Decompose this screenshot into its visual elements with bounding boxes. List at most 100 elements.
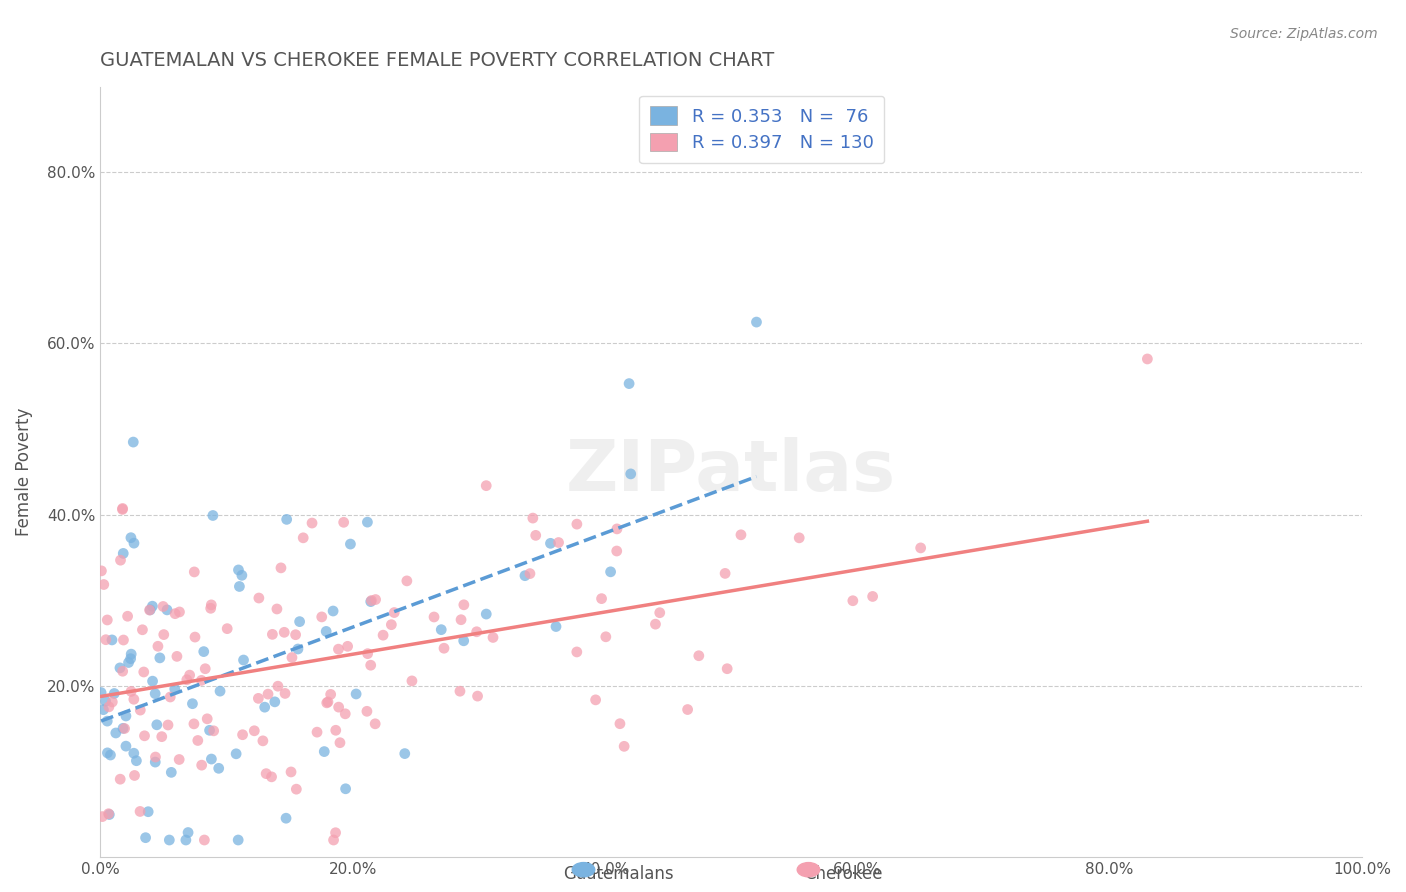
Cherokee: [247, 591, 270, 605]
Cherokee: [111, 665, 134, 679]
Cherokee: [129, 703, 152, 717]
Cherokee: [124, 768, 146, 782]
Cherokee: [193, 833, 215, 847]
Guatemalans: [231, 568, 253, 582]
Cherokee: [644, 617, 666, 632]
Cherokee: [200, 601, 222, 615]
Guatemalans: [344, 687, 367, 701]
Guatemalans: [146, 718, 169, 732]
Guatemalans: [93, 703, 115, 717]
Cherokee: [97, 806, 120, 821]
Guatemalans: [125, 754, 148, 768]
Cherokee: [243, 723, 266, 738]
Cherokee: [371, 628, 394, 642]
Cherokee: [110, 553, 132, 567]
Cherokee: [319, 687, 342, 701]
Guatemalans: [111, 722, 134, 736]
Cherokee: [292, 531, 315, 545]
Cherokee: [322, 833, 344, 847]
Cherokee: [591, 591, 613, 606]
Cherokee: [522, 511, 544, 525]
Cherokee: [648, 606, 671, 620]
Cherokee: [613, 739, 636, 754]
Guatemalans: [288, 615, 311, 629]
Guatemalans: [201, 508, 224, 523]
Cherokee: [200, 598, 222, 612]
Guatemalans: [360, 594, 382, 608]
Cherokee: [111, 502, 134, 516]
Guatemalans: [122, 435, 145, 450]
Cherokee: [315, 696, 337, 710]
Cherokee: [395, 574, 418, 588]
Guatemalans: [115, 739, 138, 753]
Guatemalans: [228, 563, 250, 577]
Cherokee: [336, 640, 359, 654]
Guatemalans: [143, 755, 166, 769]
Cherokee: [382, 606, 405, 620]
Cherokee: [108, 772, 131, 787]
Guatemalans: [263, 695, 285, 709]
Guatemalans: [96, 746, 118, 760]
Cherokee: [595, 630, 617, 644]
Guatemalans: [136, 805, 159, 819]
Guatemalans: [394, 747, 416, 761]
Cherokee: [152, 627, 174, 641]
Legend: R = 0.353   N =  76, R = 0.397   N = 130: R = 0.353 N = 76, R = 0.397 N = 130: [640, 95, 884, 163]
Cherokee: [356, 704, 378, 718]
Guatemalans: [513, 568, 536, 582]
Cherokee: [120, 684, 142, 698]
Cherokee: [449, 684, 471, 698]
Guatemalans: [453, 633, 475, 648]
Cherokee: [716, 662, 738, 676]
Guatemalans: [274, 811, 297, 825]
Cherokee: [328, 642, 350, 657]
Cherokee: [270, 561, 292, 575]
Cherokee: [475, 478, 498, 492]
Cherokee: [94, 632, 117, 647]
Cherokee: [183, 565, 205, 579]
Cherokee: [360, 658, 382, 673]
Cherokee: [138, 603, 160, 617]
Cherokee: [585, 693, 607, 707]
Cherokee: [364, 716, 387, 731]
Guatemalans: [157, 833, 180, 847]
Cherokee: [101, 695, 124, 709]
Guatemalans: [430, 623, 453, 637]
Cherokee: [325, 723, 347, 738]
Cherokee: [91, 809, 114, 823]
Cherokee: [179, 668, 201, 682]
Guatemalans: [103, 686, 125, 700]
Guatemalans: [117, 656, 139, 670]
Cherokee: [176, 673, 198, 687]
Cherokee: [247, 691, 270, 706]
Guatemalans: [335, 781, 357, 796]
Cherokee: [117, 609, 139, 624]
Cherokee: [565, 645, 588, 659]
Cherokee: [364, 592, 387, 607]
Guatemalans: [181, 697, 204, 711]
Guatemalans: [177, 825, 200, 839]
Cherokee: [273, 625, 295, 640]
Cherokee: [862, 590, 884, 604]
Cherokee: [145, 750, 167, 764]
Cherokee: [285, 782, 308, 797]
Cherokee: [93, 577, 115, 591]
Cherokee: [187, 733, 209, 747]
Guatemalans: [225, 747, 247, 761]
Guatemalans: [160, 765, 183, 780]
Guatemalans: [100, 747, 122, 762]
Cherokee: [465, 624, 488, 639]
Cherokee: [787, 531, 810, 545]
Cherokee: [335, 706, 357, 721]
Cherokee: [1136, 351, 1159, 366]
Cherokee: [284, 628, 307, 642]
Cherokee: [156, 718, 179, 732]
Guatemalans: [232, 653, 254, 667]
Guatemalans: [120, 531, 142, 545]
Guatemalans: [287, 642, 309, 657]
Cherokee: [112, 633, 135, 648]
Guatemalans: [112, 546, 135, 560]
Cherokee: [311, 610, 333, 624]
Cherokee: [114, 722, 136, 736]
Guatemalans: [163, 681, 186, 696]
